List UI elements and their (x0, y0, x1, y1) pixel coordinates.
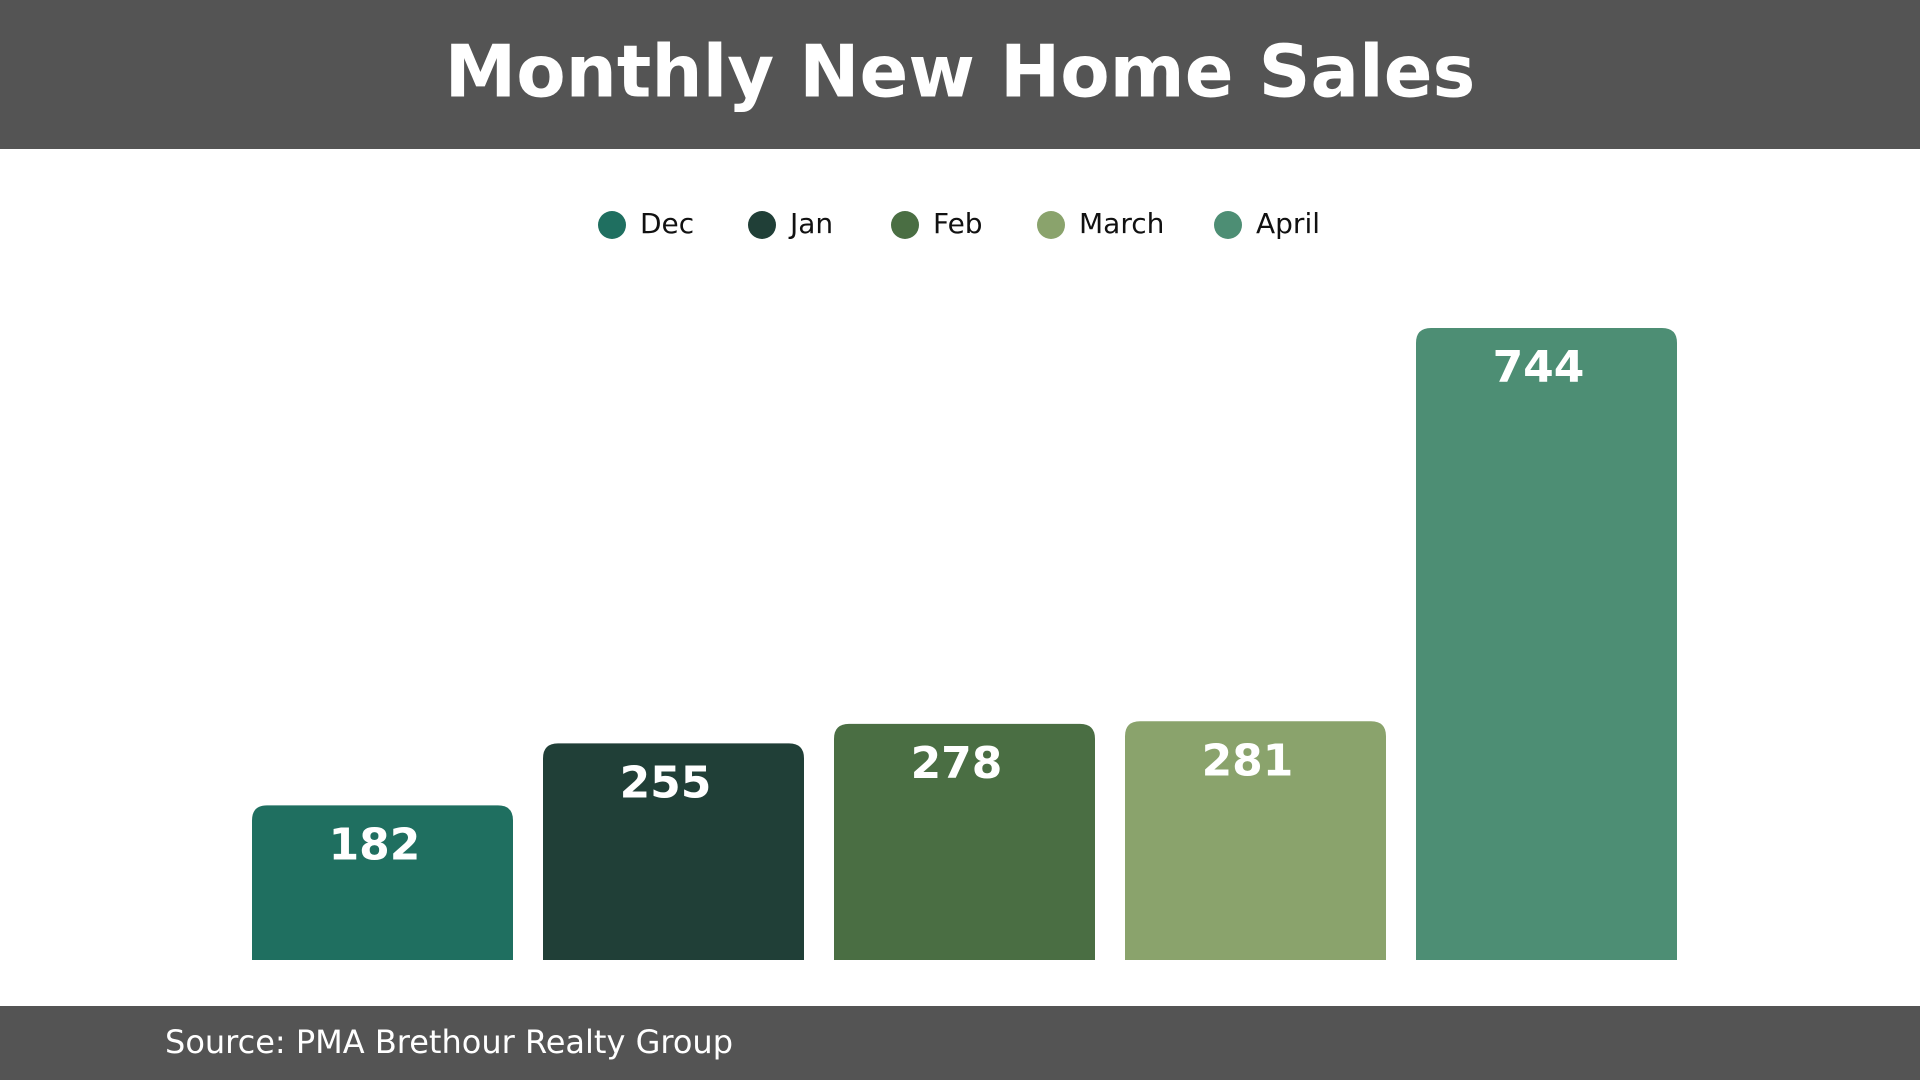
bar (543, 743, 804, 960)
value-label: 182 (329, 819, 421, 870)
bar (834, 723, 1095, 960)
chart-title: Monthly New Home Sales (445, 30, 1476, 114)
value-label: 255 (620, 757, 712, 808)
bar (1125, 721, 1386, 960)
legend-label: March (1079, 207, 1164, 240)
legend-label: April (1256, 207, 1320, 240)
bar (1416, 328, 1677, 960)
legend-swatch (748, 211, 776, 239)
legend-swatch (1037, 211, 1065, 239)
legend-label: Dec (640, 207, 694, 240)
bar (252, 805, 513, 960)
legend-swatch (1214, 211, 1242, 239)
value-label: 744 (1493, 342, 1585, 393)
legend-swatch (891, 211, 919, 239)
footer-band (0, 1006, 1920, 1080)
header-band (0, 0, 1920, 149)
value-label: 281 (1202, 735, 1294, 786)
value-label: 278 (911, 738, 1003, 789)
legend-label: Feb (933, 207, 983, 240)
legend-swatch (598, 211, 626, 239)
legend-label: Jan (788, 207, 833, 240)
source-note: Source: PMA Brethour Realty Group (165, 1023, 733, 1061)
